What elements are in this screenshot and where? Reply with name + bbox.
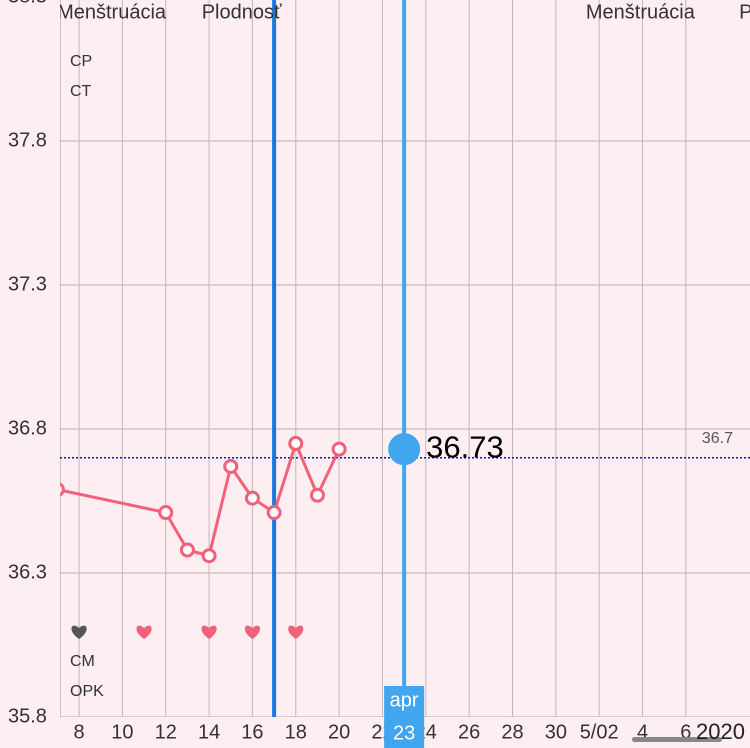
temperature-point <box>158 505 174 521</box>
temperature-point <box>331 441 347 457</box>
scrollbar <box>632 737 722 742</box>
x-tick-label: 20 <box>328 721 350 743</box>
x-tick-label: 10 <box>111 721 133 743</box>
x-tick-label: 26 <box>458 721 480 743</box>
temperature-point <box>179 542 195 558</box>
temperature-point <box>288 435 304 451</box>
x-tick-label: 18 <box>285 721 307 743</box>
x-tick-label: 16 <box>241 721 263 743</box>
temperature-point <box>309 487 325 503</box>
y-tick-label: 36.8 <box>8 417 47 439</box>
row-label: CT <box>70 83 92 100</box>
x-tick-label: 14 <box>198 721 220 743</box>
band-label: Menštruácia <box>57 1 167 23</box>
temperature-point <box>244 490 260 506</box>
x-tick-label: 5/02 <box>580 721 619 743</box>
temperature-point <box>60 482 65 497</box>
x-tick-label: 6 <box>680 721 691 743</box>
year-label: 2020 <box>696 719 745 744</box>
temperature-point <box>266 505 282 521</box>
row-label: CP <box>70 53 92 70</box>
temperature-point <box>201 548 217 564</box>
cursor-point <box>388 433 421 466</box>
row-label: CM <box>70 653 95 670</box>
x-tick-label: 28 <box>501 721 523 743</box>
x-tick-label: 4 <box>637 721 648 743</box>
x-tick-label: 12 <box>155 721 177 743</box>
y-tick-label: 37.3 <box>8 273 47 295</box>
temperature-point <box>223 458 239 474</box>
date-day: 23 <box>393 722 415 744</box>
temperature-line <box>60 439 341 558</box>
band-label: Plodnosť <box>739 1 750 23</box>
heart-icon <box>136 625 152 639</box>
heart-icon <box>71 625 87 639</box>
row-label: OPK <box>70 683 104 700</box>
x-tick-label: 30 <box>545 721 567 743</box>
y-tick-label: 35.8 <box>8 705 47 727</box>
date-box <box>384 686 425 748</box>
band-label: Menštruácia <box>586 1 696 23</box>
heart-icon <box>244 625 261 639</box>
heart-icon <box>288 625 304 639</box>
y-tick-label: 38.3 <box>8 0 47 7</box>
reference-label: 36.7 <box>702 430 733 447</box>
heart-icon <box>201 625 217 639</box>
x-tick-label: 8 <box>74 721 85 743</box>
date-month: apr <box>390 689 419 711</box>
y-tick-label: 37.8 <box>8 129 47 151</box>
cursor-value: 36.73 <box>426 429 504 464</box>
band-label: Plodnosť <box>202 1 282 23</box>
y-tick-label: 36.3 <box>8 561 47 583</box>
